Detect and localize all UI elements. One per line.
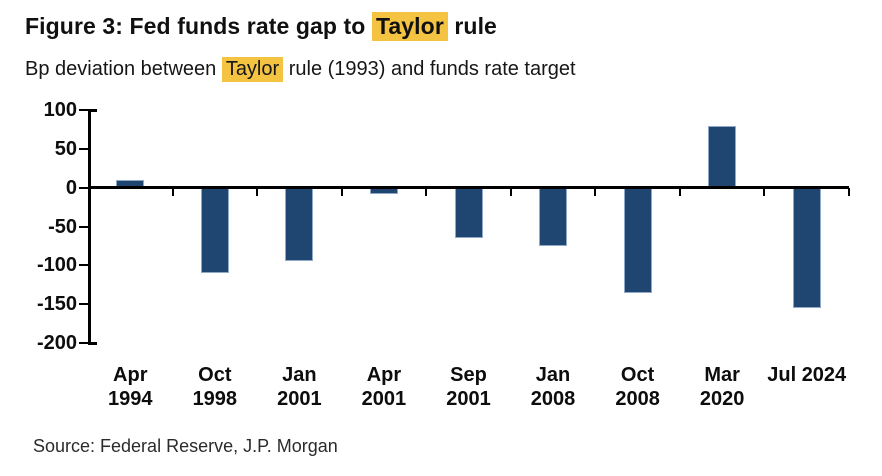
y-axis-label--50: -50	[48, 215, 77, 238]
y-axis-tick--200	[79, 342, 88, 344]
x-axis-label-apr-2001: Apr 2001	[338, 363, 431, 411]
bar-jul-2024	[792, 187, 821, 309]
y-axis-label-100: 100	[43, 99, 77, 121]
y-axis-label--100: -100	[36, 254, 77, 277]
x-axis-label-line: 2001	[277, 388, 322, 410]
x-axis-tick-9	[848, 188, 850, 197]
x-axis-label-line: Oct	[620, 364, 655, 386]
x-axis-label-line: Sep	[450, 364, 487, 386]
x-axis-label-line: 2001	[361, 388, 407, 410]
x-axis-label-mar-2020: Mar 2020	[676, 363, 769, 411]
x-axis-label-line: Mar	[704, 364, 740, 386]
x-axis-label-line: 1998	[192, 388, 238, 410]
x-axis-label-line: Jan	[535, 364, 571, 386]
bar-oct-2008	[623, 187, 652, 293]
bar-sep-2001	[454, 187, 483, 239]
y-axis-tick--100	[79, 264, 88, 267]
source-note: Source: Federal Reserve, J.P. Morgan	[33, 436, 338, 456]
x-axis-label-apr-1994: Apr 1994	[84, 363, 177, 411]
y-axis-tick-100	[79, 109, 88, 111]
chart-title: Figure 3: Fed funds rate gap to Taylor r…	[25, 12, 497, 41]
x-axis-label-jan-2008: Jan 2008	[507, 363, 600, 411]
x-axis-label-oct-1998: Oct 1998	[169, 363, 262, 411]
x-axis-tick-1	[171, 188, 174, 197]
y-axis-tick-0	[79, 186, 88, 189]
x-axis-label-line: Jan	[282, 364, 317, 386]
x-axis-tick-6	[594, 188, 597, 197]
chart-title-prefix: Figure 3: Fed funds rate gap to	[25, 13, 372, 39]
y-axis-tick--50	[79, 225, 88, 228]
x-axis-tick-8	[763, 188, 766, 197]
y-axis-label--200: -200	[36, 332, 77, 354]
x-axis-label-line: 2020	[699, 388, 745, 410]
y-axis-line	[88, 109, 91, 345]
x-axis-label-line: 1994	[108, 388, 153, 410]
chart-subtitle-highlight-taylor: Taylor	[221, 57, 284, 82]
x-axis-label-line: Apr	[113, 364, 148, 386]
x-axis-label-sep-2001: Sep 2001	[422, 363, 515, 411]
x-axis-zero-line	[88, 186, 849, 190]
x-axis-label-line: 2008	[530, 388, 576, 410]
x-axis-label-jan-2001: Jan 2001	[253, 363, 346, 411]
y-axis-tick-50	[79, 147, 88, 150]
y-axis-label--150: -150	[36, 293, 77, 316]
y-axis-label-0: 0	[65, 176, 77, 199]
x-axis-tick-2	[256, 188, 259, 197]
x-axis-label-oct-2008: Oct 2008	[591, 363, 684, 411]
y-axis-label-50: 50	[54, 137, 77, 160]
x-axis-label-jul-2024: Jul 2024	[760, 363, 853, 387]
x-axis-tick-7	[678, 188, 681, 197]
chart-title-suffix: rule	[447, 13, 497, 39]
x-axis-tick-5	[509, 188, 512, 197]
x-axis-label-line: Jul 2024	[767, 364, 847, 386]
bar-jan-2008	[539, 187, 568, 246]
bar-oct-1998	[200, 187, 229, 274]
x-axis-label-line: Oct	[198, 364, 232, 386]
y-axis-bottom-cap	[91, 342, 97, 345]
x-axis-label-line: Apr	[366, 364, 402, 386]
y-axis-top-cap	[91, 109, 97, 112]
chart-title-highlight-taylor: Taylor	[371, 12, 448, 41]
chart-subtitle-suffix: rule (1993) and funds rate target	[283, 58, 576, 80]
x-axis-label-line: 2001	[446, 388, 491, 410]
bar-jan-2001	[285, 187, 314, 262]
x-axis-label-line: 2008	[615, 388, 660, 410]
x-axis-tick-4	[425, 188, 428, 197]
chart-subtitle: Bp deviation between Taylor rule (1993) …	[25, 57, 576, 82]
x-axis-tick-3	[340, 188, 343, 197]
chart-subtitle-prefix: Bp deviation between	[25, 58, 222, 80]
y-axis-tick--150	[79, 303, 88, 306]
bar-mar-2020	[708, 125, 737, 188]
